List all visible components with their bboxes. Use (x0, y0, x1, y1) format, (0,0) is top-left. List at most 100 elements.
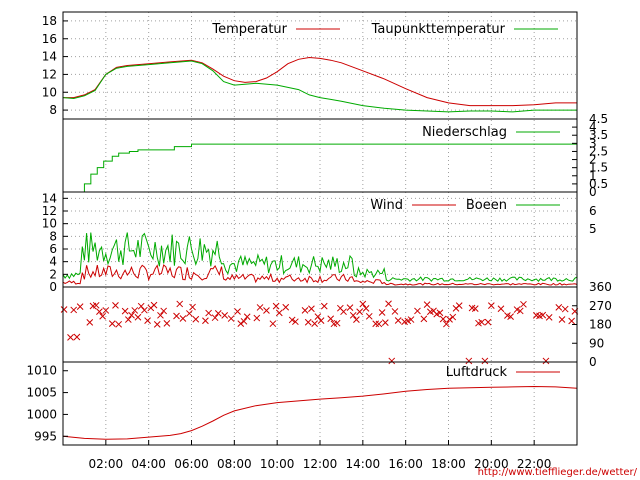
wind-direction-point (163, 320, 171, 327)
wind-direction-point (362, 305, 370, 312)
wind-direction-point (520, 300, 527, 308)
wind-direction-point (481, 357, 489, 365)
wind-direction-point (436, 309, 444, 317)
wind-direction-point (333, 319, 341, 327)
right-tick-label: 2.5 (589, 144, 608, 158)
wind-direction-point (375, 320, 383, 328)
wind-direction-point (487, 302, 495, 309)
wind-direction-point (446, 316, 453, 323)
x-tick-label: 02:00 (89, 457, 124, 471)
wind-direction-point (420, 315, 428, 323)
wind-direction-point (67, 334, 74, 341)
right-tick-label: 0 (589, 185, 597, 199)
wind-direction-point (234, 308, 241, 315)
y-tick-label: 18 (42, 14, 57, 28)
wind-direction-point (516, 307, 524, 315)
series-line-boeen (62, 232, 578, 282)
wind-direction-point (471, 305, 479, 312)
right-tick-label: 360 (589, 280, 612, 294)
y-tick-label: 14 (42, 50, 57, 64)
wind-direction-point (558, 316, 566, 323)
x-tick-label: 04:00 (131, 457, 166, 471)
wind-direction-point (391, 308, 399, 315)
wind-direction-point (288, 316, 296, 324)
wind-direction-point (292, 318, 299, 326)
y-tick-label: 10 (42, 217, 57, 231)
wind-direction-point (121, 307, 129, 315)
wind-direction-point (160, 307, 168, 315)
wind-direction-point (86, 319, 94, 326)
right-tick-label: 0 (589, 355, 597, 369)
wind-direction-point (385, 300, 392, 308)
y-tick-label: 10 (42, 85, 57, 99)
wind-direction-point (308, 305, 315, 313)
wind-direction-point (141, 306, 148, 314)
wind-direction-point (240, 317, 248, 325)
wind-direction-point (381, 319, 389, 326)
wind-direction-point (407, 316, 415, 323)
source-url: http://www.tiefflieger.de/wetter/ (478, 467, 638, 478)
wind-direction-point (507, 313, 514, 320)
x-tick-label: 16:00 (388, 457, 423, 471)
wind-direction-point (157, 311, 164, 319)
x-tick-label: 20:00 (474, 457, 509, 471)
series-line-taupunkttemperatur (62, 60, 577, 113)
wind-direction-point (311, 320, 318, 328)
wind-direction-points (60, 300, 579, 365)
wind-direction-point (414, 307, 421, 315)
wind-direction-point (365, 312, 373, 320)
wind-direction-point (443, 320, 450, 328)
wind-direction-point (353, 316, 360, 323)
right-tick-label: 0.5 (589, 177, 608, 191)
wind-direction-point (99, 312, 106, 320)
wind-direction-point (327, 315, 335, 323)
wind-direction-point (272, 302, 280, 310)
right-tick-label: 1 (589, 169, 597, 183)
x-tick-label: 22:00 (517, 457, 552, 471)
right-tick-label: 6 (589, 204, 597, 218)
wind-direction-point (320, 302, 328, 310)
right-tick-label: 5 (589, 222, 597, 236)
wind-direction-point (214, 309, 222, 317)
wind-direction-point (304, 318, 312, 326)
wind-direction-point (131, 307, 139, 314)
wind-direction-point (542, 357, 550, 365)
wind-direction-point (60, 306, 68, 313)
x-tick-label: 08:00 (217, 457, 252, 471)
wind-direction-point (70, 306, 78, 314)
wind-direction-point (455, 302, 463, 309)
series-line-niederschlag (63, 143, 577, 193)
wind-direction-point (202, 317, 209, 325)
x-tick-label: 06:00 (174, 457, 209, 471)
series-line-temperatur (63, 56, 577, 107)
y-tick-label: 1005 (26, 386, 57, 400)
wind-direction-point (137, 302, 145, 310)
wind-direction-point (144, 317, 151, 324)
x-tick-label: 10:00 (260, 457, 295, 471)
wind-direction-point (478, 318, 486, 326)
wind-direction-point (269, 320, 277, 328)
wind-direction-point (153, 321, 161, 328)
wind-direction-point (108, 320, 116, 327)
wind-direction-point (112, 302, 119, 309)
right-tick-label: 2 (589, 153, 597, 167)
x-tick-label: 18:00 (431, 457, 466, 471)
wind-direction-point (340, 308, 347, 316)
wind-direction-point (179, 315, 187, 322)
wind-direction-point (124, 316, 132, 323)
right-tick-label: 270 (589, 299, 612, 313)
wind-direction-point (314, 313, 322, 320)
wind-direction-point (449, 313, 457, 321)
y-tick-label: 8 (49, 103, 57, 117)
wind-direction-point (176, 300, 184, 308)
wind-direction-point (189, 303, 196, 311)
wind-direction-point (346, 304, 354, 311)
series-line-wind (62, 264, 578, 286)
wind-direction-point (205, 309, 212, 317)
legend-boeen-label: Boeen (466, 198, 507, 213)
wind-direction-point (539, 311, 547, 319)
y-tick-label: 1000 (26, 407, 57, 421)
y-tick-label: 0 (49, 280, 57, 294)
wind-direction-point (73, 333, 81, 341)
wind-direction-point (561, 305, 569, 313)
